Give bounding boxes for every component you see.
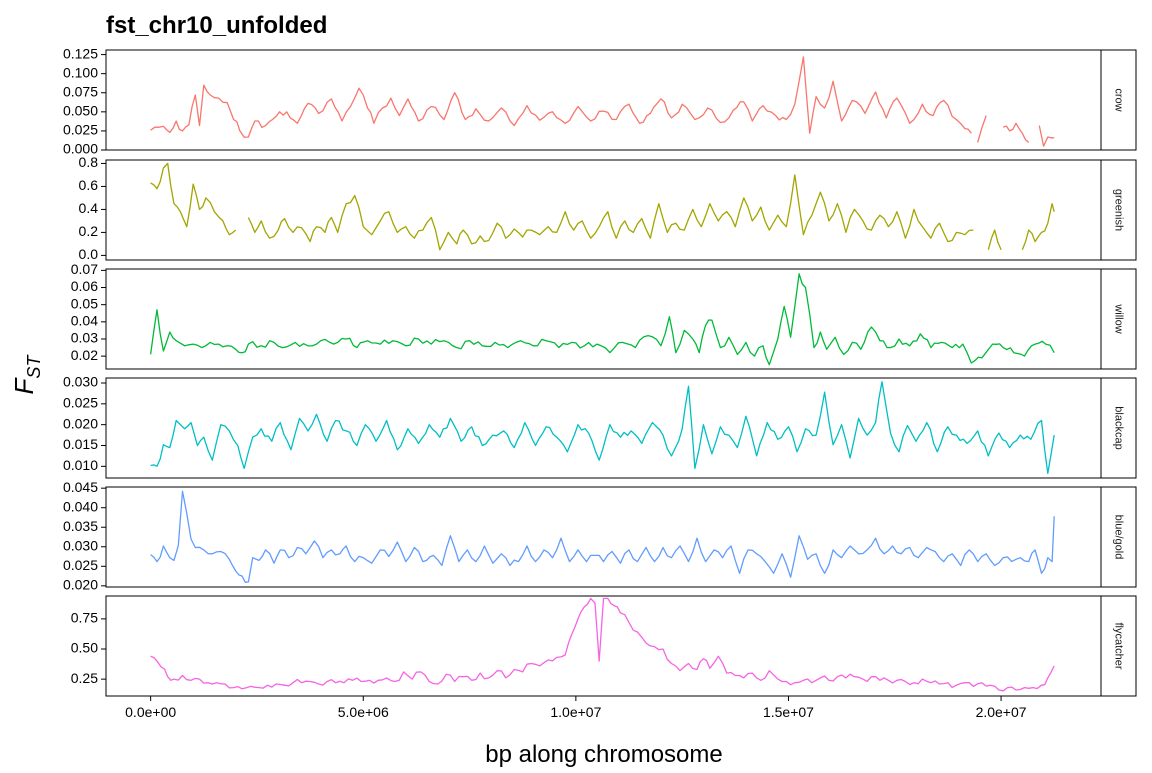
chart-title: fst_chr10_unfolded bbox=[106, 12, 327, 39]
y-tick-label: 0.035 bbox=[63, 518, 98, 534]
y-tick-label: 0.6 bbox=[79, 177, 99, 193]
facet-strip bbox=[1100, 377, 1137, 479]
facet-label-blackcap: blackcap bbox=[1113, 406, 1125, 449]
series-line-greenish-3 bbox=[1021, 203, 1055, 250]
y-tick-label: 0.0 bbox=[79, 246, 99, 262]
facet-label-crow: crow bbox=[1113, 88, 1125, 111]
y-tick-label: 0.040 bbox=[63, 498, 98, 514]
series-line-willow-0 bbox=[149, 273, 1055, 366]
y-tick-label: 0.025 bbox=[63, 122, 98, 138]
y-tick-label: 0.125 bbox=[63, 45, 98, 61]
panel-frame bbox=[105, 595, 1102, 697]
y-tick-label: 0.000 bbox=[63, 141, 98, 157]
panel-frame bbox=[105, 49, 1102, 151]
panel-blackcap: blackcap 0.010 0.015 0.020 0.025 0.030 bbox=[63, 374, 1137, 479]
panels: crow 0.000 0.025 0.050 0.075 0.100 0.125 greeni… bbox=[63, 45, 1137, 697]
x-axis: 0.0e+00 5.0e+06 1.0e+07 1.5e+07 2.0e+07 bbox=[125, 696, 1027, 720]
facet-strip bbox=[1100, 268, 1137, 370]
panel-blue-gold: blue/gold 0.020 0.025 0.030 0.035 0.040 0.045 bbox=[63, 479, 1137, 593]
series-line-crow-1 bbox=[977, 115, 987, 143]
y-axis-title-main: F bbox=[9, 376, 39, 394]
x-tick-label: 1.5e+07 bbox=[763, 704, 814, 720]
y-tick-label: 0.07 bbox=[71, 261, 98, 277]
y-tick-label: 0.04 bbox=[71, 313, 98, 329]
series-line-greenish-2 bbox=[987, 229, 1002, 250]
y-tick-label: 0.8 bbox=[79, 154, 99, 170]
panel-greenish: greenish 0.0 0.2 0.4 0.6 0.8 bbox=[79, 154, 1137, 262]
y-tick-label: 0.010 bbox=[63, 457, 98, 473]
y-axis-title-subscript: ST bbox=[24, 354, 44, 379]
x-tick-label: 2.0e+07 bbox=[976, 704, 1027, 720]
facet-label-greenish: greenish bbox=[1113, 189, 1125, 231]
x-tick-label: 0.0e+00 bbox=[125, 704, 176, 720]
y-tick-label: 0.100 bbox=[63, 64, 98, 80]
series-line-crow-3 bbox=[1038, 125, 1055, 147]
panel-frame bbox=[105, 268, 1102, 370]
series-line-greenish-1 bbox=[247, 174, 974, 251]
y-tick-label: 0.045 bbox=[63, 479, 98, 495]
y-tick-label: 0.2 bbox=[79, 223, 99, 239]
facet-strip bbox=[1100, 486, 1137, 588]
y-tick-label: 0.020 bbox=[63, 415, 98, 431]
panel-frame bbox=[105, 159, 1102, 261]
y-axis-title: FST bbox=[9, 354, 44, 395]
series-line-flycatcher-0 bbox=[150, 597, 1055, 692]
y-tick-label: 0.030 bbox=[63, 374, 98, 390]
x-axis-title: bp along chromosome bbox=[485, 741, 722, 768]
y-tick-label: 0.50 bbox=[71, 640, 98, 656]
panel-willow: willow 0.020.030.04 0.050.060.07 bbox=[71, 261, 1137, 370]
panel-flycatcher: flycatcher 0.25 0.50 0.75 bbox=[71, 595, 1137, 697]
facet-label-willow: willow bbox=[1113, 303, 1125, 333]
facet-strip bbox=[1100, 159, 1137, 261]
facet-strip bbox=[1100, 595, 1137, 697]
x-tick-label: 5.0e+06 bbox=[338, 704, 389, 720]
series-line-crow-0 bbox=[150, 56, 972, 138]
y-tick-label: 0.030 bbox=[63, 537, 98, 553]
facet-label-blue-gold: blue/gold bbox=[1113, 515, 1125, 560]
y-tick-label: 0.025 bbox=[63, 557, 98, 573]
y-tick-label: 0.03 bbox=[71, 330, 98, 346]
y-tick-label: 0.050 bbox=[63, 103, 98, 119]
y-tick-label: 0.020 bbox=[63, 577, 98, 593]
y-tick-label: 0.4 bbox=[79, 200, 99, 216]
series-line-blue-gold-0 bbox=[150, 490, 1055, 583]
y-tick-label: 0.025 bbox=[63, 395, 98, 411]
panel-frame bbox=[105, 486, 1102, 588]
y-tick-label: 0.06 bbox=[71, 278, 98, 294]
panel-crow: crow 0.000 0.025 0.050 0.075 0.100 0.125 bbox=[63, 45, 1137, 157]
panel-frame bbox=[105, 377, 1102, 479]
facet-strip bbox=[1100, 49, 1137, 151]
x-tick-label: 1.0e+07 bbox=[550, 704, 601, 720]
y-tick-label: 0.05 bbox=[71, 295, 98, 311]
y-tick-label: 0.75 bbox=[71, 610, 98, 626]
series-line-blackcap-0 bbox=[150, 381, 1055, 475]
series-line-crow-2 bbox=[1003, 122, 1030, 143]
y-tick-label: 0.02 bbox=[71, 347, 98, 363]
y-tick-label: 0.075 bbox=[63, 83, 98, 99]
series-line-greenish-0 bbox=[150, 162, 237, 236]
y-tick-label: 0.015 bbox=[63, 436, 98, 452]
y-tick-label: 0.25 bbox=[71, 670, 98, 686]
facet-label-flycatcher: flycatcher bbox=[1113, 622, 1125, 669]
